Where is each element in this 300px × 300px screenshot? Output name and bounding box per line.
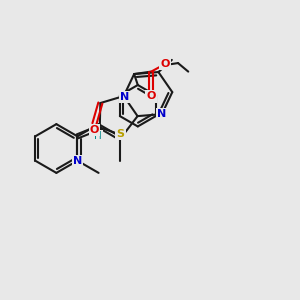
Text: O: O bbox=[146, 92, 156, 101]
Text: N: N bbox=[157, 109, 167, 119]
Text: O: O bbox=[160, 59, 170, 69]
Text: N: N bbox=[120, 92, 129, 102]
Text: N: N bbox=[73, 156, 82, 166]
Text: S: S bbox=[116, 129, 124, 139]
Text: H: H bbox=[94, 131, 102, 141]
Text: O: O bbox=[90, 125, 99, 135]
